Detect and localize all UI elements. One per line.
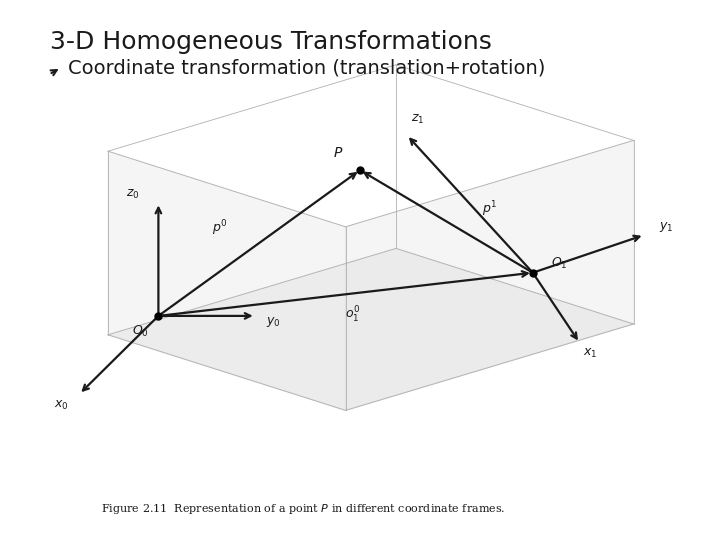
Text: $z_0$: $z_0$	[127, 188, 140, 201]
Text: $x_1$: $x_1$	[583, 347, 598, 361]
Text: $O_1$: $O_1$	[551, 256, 567, 272]
Text: $o_1^0$: $o_1^0$	[345, 305, 361, 325]
Text: $y_1$: $y_1$	[659, 220, 673, 234]
Text: $p^1$: $p^1$	[482, 199, 498, 219]
Point	[527, 268, 539, 277]
Polygon shape	[346, 140, 634, 410]
Text: Coordinate transformation (translation+rotation): Coordinate transformation (translation+r…	[68, 58, 546, 77]
Text: $P$: $P$	[333, 146, 343, 160]
Text: $y_0$: $y_0$	[266, 315, 281, 329]
Text: $O_0$: $O_0$	[132, 324, 149, 339]
Point	[354, 166, 366, 174]
Polygon shape	[108, 151, 346, 410]
Polygon shape	[108, 248, 634, 410]
Text: $x_0$: $x_0$	[54, 399, 68, 412]
Point	[153, 312, 164, 320]
Text: 3-D Homogeneous Transformations: 3-D Homogeneous Transformations	[50, 30, 492, 53]
Text: $p^0$: $p^0$	[212, 218, 228, 238]
Text: Figure 2.11  Representation of a point $P$ in different coordinate frames.: Figure 2.11 Representation of a point $P…	[101, 502, 505, 516]
Text: $z_1$: $z_1$	[411, 112, 424, 126]
